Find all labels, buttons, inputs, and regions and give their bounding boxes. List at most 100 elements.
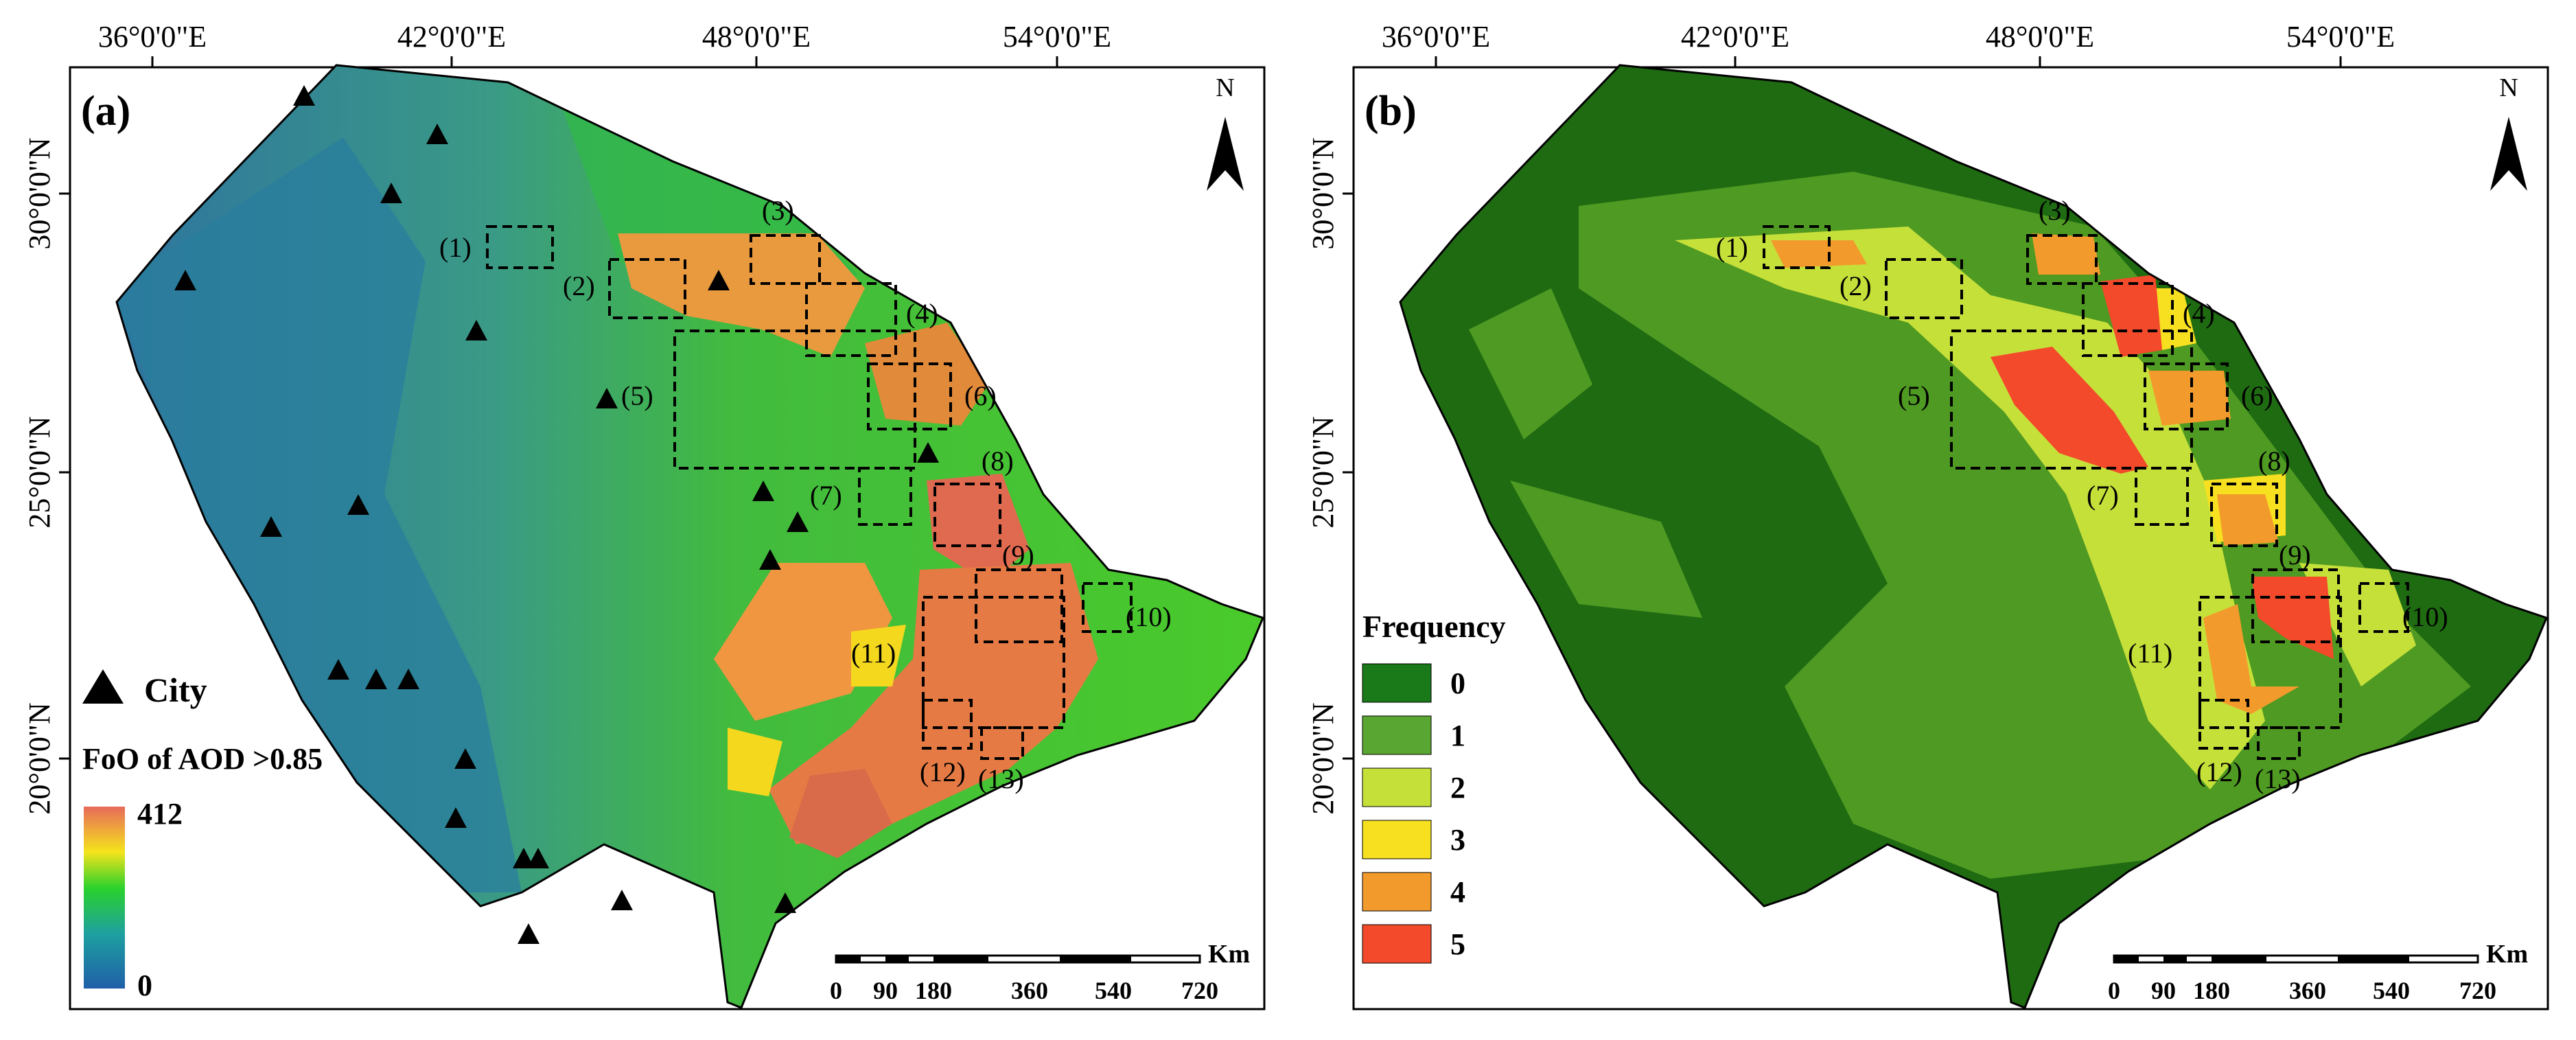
city-marker [426, 124, 448, 144]
region-label-10: (10) [2402, 601, 2448, 632]
panel-a-north-arrow: N [1207, 73, 1244, 191]
panel-b-country-outline [1399, 64, 2549, 1009]
city-marker [397, 669, 419, 689]
city-marker [527, 848, 549, 868]
north-arrow-icon [2490, 117, 2527, 191]
region-box-2 [1885, 258, 1963, 319]
region-label-2: (2) [1840, 270, 1872, 301]
frequency-swatch-1 [1362, 715, 1432, 755]
aod-color-ramp [84, 807, 125, 989]
panel-b-scale-bar: Km 0 90 180 360 540 720 [2108, 940, 2528, 1004]
region-label-7: (7) [810, 480, 842, 511]
region-box-3 [750, 234, 821, 285]
panel-a-country-outline [115, 64, 1265, 1009]
city-marker [465, 320, 487, 340]
panel-a-tick-30n: 30°0'0"N [23, 137, 56, 249]
panel-b-tick-25n: 25°0'0"N [1306, 416, 1340, 528]
city-marker [365, 669, 387, 689]
city-marker [347, 494, 369, 515]
region-box-7 [2135, 467, 2189, 526]
region-label-3: (3) [762, 195, 794, 226]
panel-a-cities [174, 85, 939, 944]
panel-b-scale-90: 90 [2151, 977, 2176, 1004]
panel-b-label: (b) [1365, 88, 1417, 135]
city-marker [454, 748, 476, 769]
frequency-swatch-4 [1362, 872, 1432, 912]
panel-b-scale-360: 360 [2289, 977, 2326, 1004]
region-box-6 [2144, 362, 2229, 430]
city-marker [708, 270, 730, 290]
frequency-swatch-2 [1362, 767, 1432, 807]
region-box-9 [975, 568, 1063, 643]
region-box-8 [2210, 483, 2278, 547]
panel-a-scale-180: 180 [915, 977, 952, 1004]
city-marker [759, 549, 781, 570]
region-box-1 [486, 225, 554, 269]
city-legend-icon [82, 669, 124, 704]
region-box-2 [608, 258, 686, 319]
panel-b-tick-20n: 20°0'0"N [1306, 702, 1340, 814]
panel-b-tick-30n: 30°0'0"N [1306, 137, 1340, 249]
panel-a-region-labels: (1) (2) (3) (4) (5) (6) (7) (8) (9) (10)… [439, 195, 1172, 794]
panel-a-tick-20n: 20°0'0"N [23, 702, 56, 814]
region-label-8: (8) [982, 446, 1014, 476]
region-label-2: (2) [563, 270, 595, 301]
city-marker [380, 183, 402, 203]
panel-a-top-ticks: 36°0'0"E 42°0'0"E 48°0'0"E 54°0'0"E [98, 20, 1111, 67]
panel-a-scale-360: 360 [1011, 977, 1048, 1004]
region-box-11 [2198, 596, 2342, 729]
frequency-label-4: 4 [1450, 875, 1465, 909]
panel-a-city-legend: City [82, 669, 207, 709]
region-box-5 [1950, 330, 2193, 470]
frequency-swatch-5 [1362, 924, 1432, 964]
region-box-4 [805, 282, 897, 357]
panel-b-region-boxes [1763, 225, 2409, 760]
region-box-5 [673, 330, 916, 470]
city-marker [774, 892, 796, 913]
panel-a-aod-legend: FoO of AOD >0.85 412 0 [82, 742, 323, 1002]
panel-a-tick-48e: 48°0'0"E [702, 20, 811, 54]
region-label-9: (9) [2279, 540, 2311, 570]
frequency-label-1: 1 [1450, 719, 1465, 752]
region-label-1: (1) [1716, 232, 1748, 263]
frequency-swatch-0 [1362, 663, 1432, 703]
panel-b-tick-36e: 36°0'0"E [1382, 20, 1490, 54]
panel-a-tick-25n: 25°0'0"N [23, 416, 56, 528]
city-marker [327, 659, 349, 680]
city-marker [174, 270, 196, 290]
panel-b-legend-title: Frequency [1362, 609, 1506, 644]
panel-b-north-label: N [2499, 73, 2518, 102]
region-label-13: (13) [2255, 763, 2301, 794]
panel-b-scale-unit: Km [2486, 940, 2528, 969]
panel-a-legend-min: 0 [137, 969, 152, 1002]
city-marker [611, 890, 633, 910]
region-label-6: (6) [2241, 380, 2273, 411]
city-marker [293, 85, 315, 106]
panel-a-scale-0: 0 [830, 977, 842, 1004]
frequency-label-2: 2 [1450, 771, 1465, 805]
region-label-5: (5) [621, 380, 653, 411]
panel-a-tick-36e: 36°0'0"E [98, 20, 207, 54]
panel-b-tick-54e: 54°0'0"E [2286, 20, 2395, 54]
panel-b-scale-0: 0 [2108, 977, 2120, 1004]
panel-b-north-arrow: N [2490, 73, 2527, 191]
panel-b-scale-720: 720 [2459, 977, 2496, 1004]
panel-a-scale-720: 720 [1181, 977, 1218, 1004]
city-marker [752, 481, 774, 501]
panel-b-scale-540: 540 [2373, 977, 2410, 1004]
region-label-7: (7) [2087, 480, 2119, 511]
region-box-13 [2257, 726, 2301, 760]
region-label-11: (11) [2128, 638, 2172, 669]
panel-a-scale-90: 90 [873, 977, 898, 1004]
region-label-10: (10) [1126, 601, 1172, 632]
region-label-1: (1) [439, 232, 472, 263]
frequency-label-0: 0 [1450, 667, 1465, 700]
panel-a-legend-max: 412 [137, 797, 183, 831]
region-box-7 [858, 467, 912, 526]
region-label-13: (13) [978, 763, 1024, 794]
panel-b-tick-48e: 48°0'0"E [1986, 20, 2094, 54]
north-arrow-icon [1207, 117, 1244, 191]
frequency-label-3: 3 [1450, 823, 1465, 857]
region-box-8 [933, 483, 1001, 547]
